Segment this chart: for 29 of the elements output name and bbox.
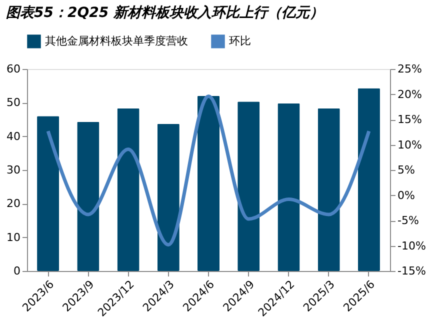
bar	[37, 116, 60, 271]
y2-tick-label: 15%	[398, 113, 422, 126]
y-tick-label: 20	[6, 197, 20, 210]
bar	[197, 96, 220, 271]
y2-tick-label: -10%	[398, 239, 426, 252]
y2-tick-label: 20%	[398, 88, 422, 101]
bar	[77, 122, 100, 271]
line-series	[46, 94, 371, 246]
bar	[117, 108, 140, 271]
y-tick-label: 60	[6, 62, 20, 76]
y-tick-label: 0	[14, 264, 20, 278]
legend-label: 环比	[229, 34, 251, 48]
bar	[358, 88, 380, 271]
bar	[238, 102, 260, 271]
bar	[157, 124, 180, 271]
y-tick-label: 50	[6, 96, 20, 110]
y-tick-label: 40	[6, 130, 20, 143]
y2-tick-label: 0%	[398, 188, 415, 202]
y-tick-label: 30	[6, 164, 20, 176]
chart-title: 图表55：2Q25 新材料板块收入环比上行（亿元）	[6, 4, 324, 21]
bar	[318, 108, 340, 271]
legend-label: 其他金属材料板块单季度营收	[45, 34, 188, 48]
y2-tick-label: 25%	[398, 62, 422, 76]
bar	[278, 103, 300, 271]
y2-tick-label: 5%	[398, 164, 415, 176]
y-tick-label: 10	[6, 230, 20, 244]
y2-tick-label: 10%	[398, 138, 422, 152]
y2-tick-label: -5%	[398, 214, 419, 227]
y2-tick-label: -15%	[398, 264, 426, 278]
